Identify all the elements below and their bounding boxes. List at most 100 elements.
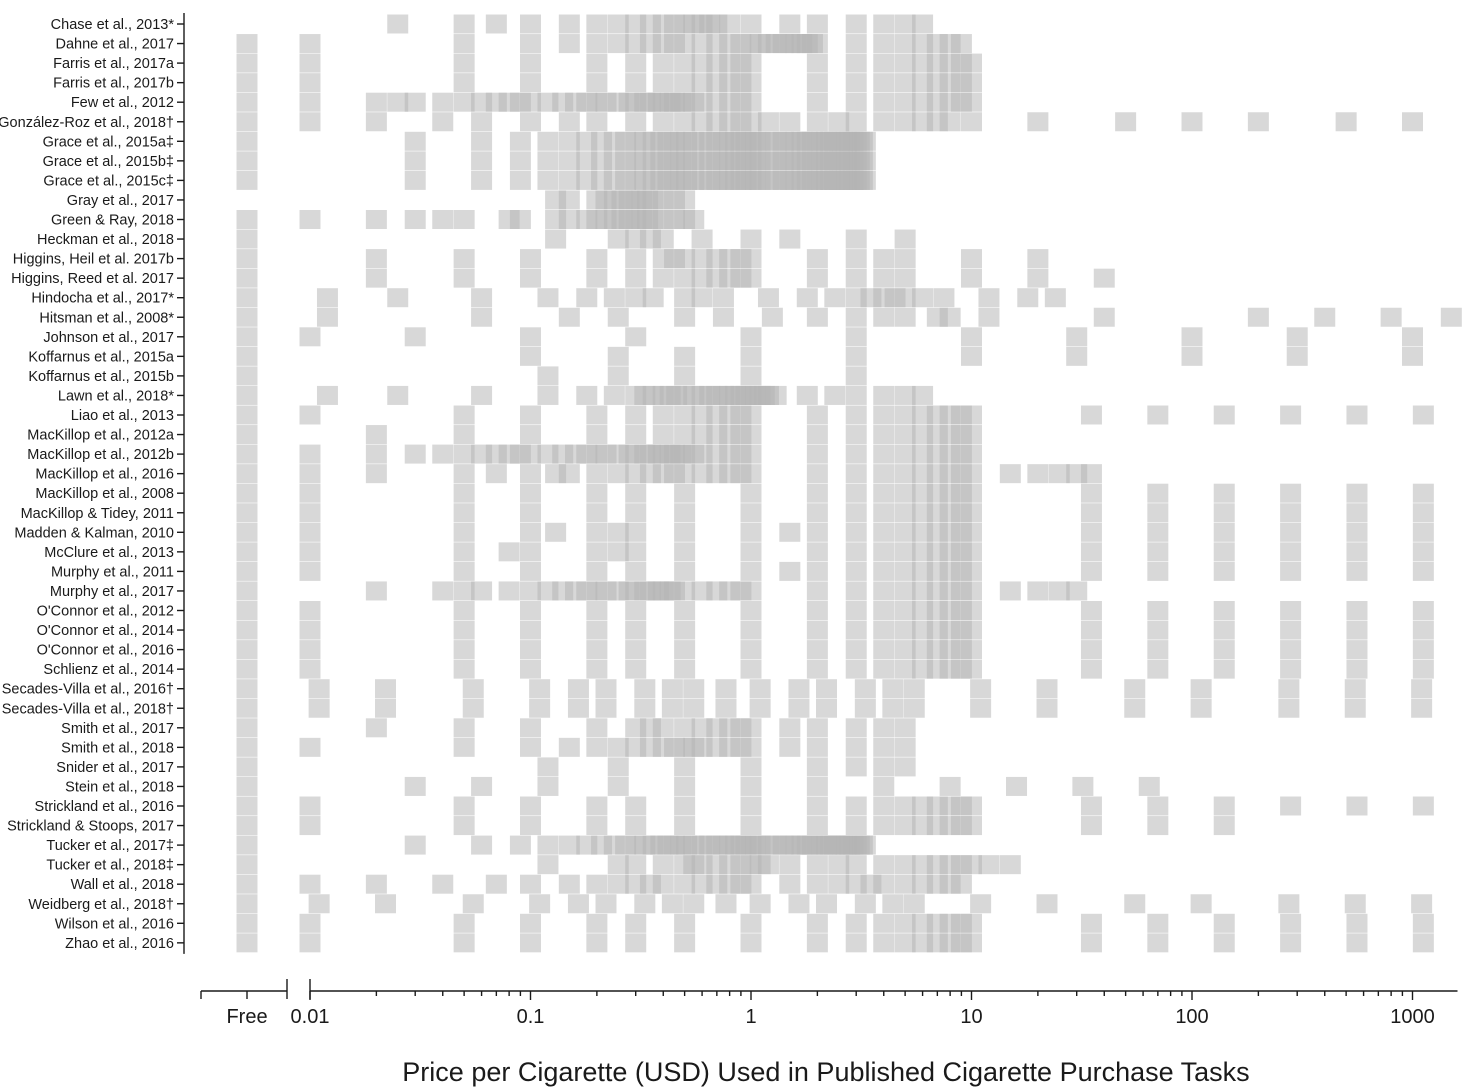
y-tick-label: Murphy et al., 2011 — [51, 564, 174, 580]
price-mark — [845, 425, 867, 445]
price-mark — [432, 112, 454, 132]
price-mark — [520, 874, 541, 894]
price-mark — [740, 425, 762, 445]
price-mark — [854, 131, 876, 151]
price-mark — [845, 229, 867, 249]
price-mark — [873, 640, 895, 660]
price-mark — [740, 92, 762, 112]
price-mark — [806, 483, 828, 503]
price-mark — [740, 718, 762, 738]
price-mark — [806, 542, 828, 562]
price-mark — [316, 307, 338, 327]
price-mark — [498, 581, 520, 601]
price-mark — [1080, 503, 1102, 523]
price-mark — [970, 894, 992, 914]
price-mark — [586, 503, 608, 523]
price-mark — [845, 542, 867, 562]
price-mark — [740, 522, 762, 542]
y-tick-label: Snider et al., 2017 — [56, 760, 174, 776]
price-mark — [1213, 816, 1235, 836]
y-tick-label: MacKillop et al., 2012b — [27, 447, 174, 463]
price-mark — [779, 561, 801, 581]
price-mark — [1027, 249, 1049, 269]
price-mark — [586, 425, 608, 445]
price-mark-free — [236, 522, 258, 542]
price-mark — [970, 679, 992, 699]
price-mark — [365, 425, 387, 445]
price-mark — [1147, 405, 1169, 425]
price-mark — [806, 659, 828, 679]
x-tick-label: 0.01 — [291, 1006, 330, 1028]
price-mark — [520, 464, 541, 484]
price-mark — [625, 53, 647, 73]
price-mark — [894, 249, 916, 269]
price-mark — [806, 933, 828, 953]
price-mark — [894, 757, 916, 777]
price-mark-free — [236, 894, 258, 914]
price-mark — [299, 210, 321, 229]
price-mark — [471, 385, 493, 405]
price-mark — [509, 835, 531, 855]
price-mark — [873, 483, 895, 503]
price-mark — [740, 659, 762, 679]
price-mark-free — [236, 229, 258, 249]
price-mark — [558, 34, 580, 54]
x-tick-label: 0.1 — [517, 1006, 545, 1028]
x-tick-label: 1000 — [1390, 1006, 1435, 1028]
price-mark — [961, 327, 982, 347]
price-mark — [625, 483, 647, 503]
price-mark — [806, 874, 828, 894]
price-mark — [299, 92, 321, 112]
price-mark — [308, 679, 330, 699]
price-mark — [961, 659, 982, 679]
price-mark — [961, 601, 982, 620]
price-mark — [1411, 698, 1433, 718]
price-mark — [779, 737, 801, 757]
price-mark — [715, 894, 737, 914]
price-mark — [1147, 659, 1169, 679]
price-mark — [299, 640, 321, 660]
price-mark — [1346, 405, 1368, 425]
price-mark — [520, 327, 541, 347]
price-mark — [873, 933, 895, 953]
price-mark — [845, 405, 867, 425]
price-mark — [1213, 542, 1235, 562]
price-marks — [236, 14, 1462, 953]
price-mark — [537, 855, 559, 875]
price-mark — [1006, 776, 1028, 796]
price-mark — [845, 620, 867, 640]
price-mark-free — [236, 249, 258, 269]
price-mark — [1190, 894, 1212, 914]
price-mark — [520, 913, 541, 933]
y-tick-label: Wall et al., 2018 — [71, 877, 174, 893]
price-mark — [1402, 327, 1423, 347]
price-mark — [520, 444, 541, 464]
price-mark — [586, 542, 608, 562]
price-mark — [1213, 659, 1235, 679]
price-mark — [683, 210, 705, 229]
price-mark — [520, 346, 541, 366]
price-mark — [845, 268, 867, 288]
price-mark — [652, 874, 674, 894]
price-mark-free — [236, 542, 258, 562]
price-mark — [625, 796, 647, 816]
price-mark — [537, 151, 559, 171]
price-mark — [453, 503, 475, 523]
price-mark — [625, 659, 647, 679]
price-mark — [873, 718, 895, 738]
price-mark — [961, 542, 982, 562]
price-mark — [882, 894, 904, 914]
price-mark — [712, 307, 734, 327]
price-mark — [404, 776, 426, 796]
price-mark — [471, 581, 493, 601]
price-mark — [1346, 913, 1368, 933]
price-mark — [894, 522, 916, 542]
price-mark — [828, 112, 850, 132]
price-mark — [1346, 796, 1368, 816]
price-mark — [558, 14, 580, 34]
price-mark — [845, 855, 867, 875]
price-mark — [757, 112, 779, 132]
y-tick-label: Koffarnus et al., 2015b — [28, 369, 174, 385]
price-mark — [740, 816, 762, 836]
price-mark-free — [236, 737, 258, 757]
